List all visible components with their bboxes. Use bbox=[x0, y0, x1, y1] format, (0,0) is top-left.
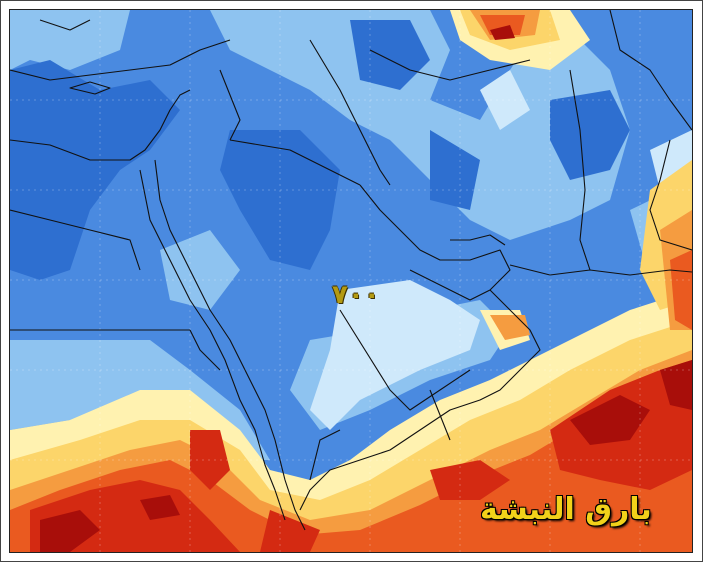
map-canvas bbox=[10, 10, 692, 552]
pressure-level-label: ٧٠٠ bbox=[332, 280, 380, 310]
dark-red-regions bbox=[40, 25, 692, 552]
dark-blue-regions bbox=[10, 20, 630, 280]
watermark-text: بارق النبشة bbox=[480, 492, 652, 527]
weather-map: ٧٠٠ بارق النبشة bbox=[9, 9, 693, 553]
grid-lines bbox=[10, 10, 692, 552]
coastlines bbox=[10, 10, 692, 531]
